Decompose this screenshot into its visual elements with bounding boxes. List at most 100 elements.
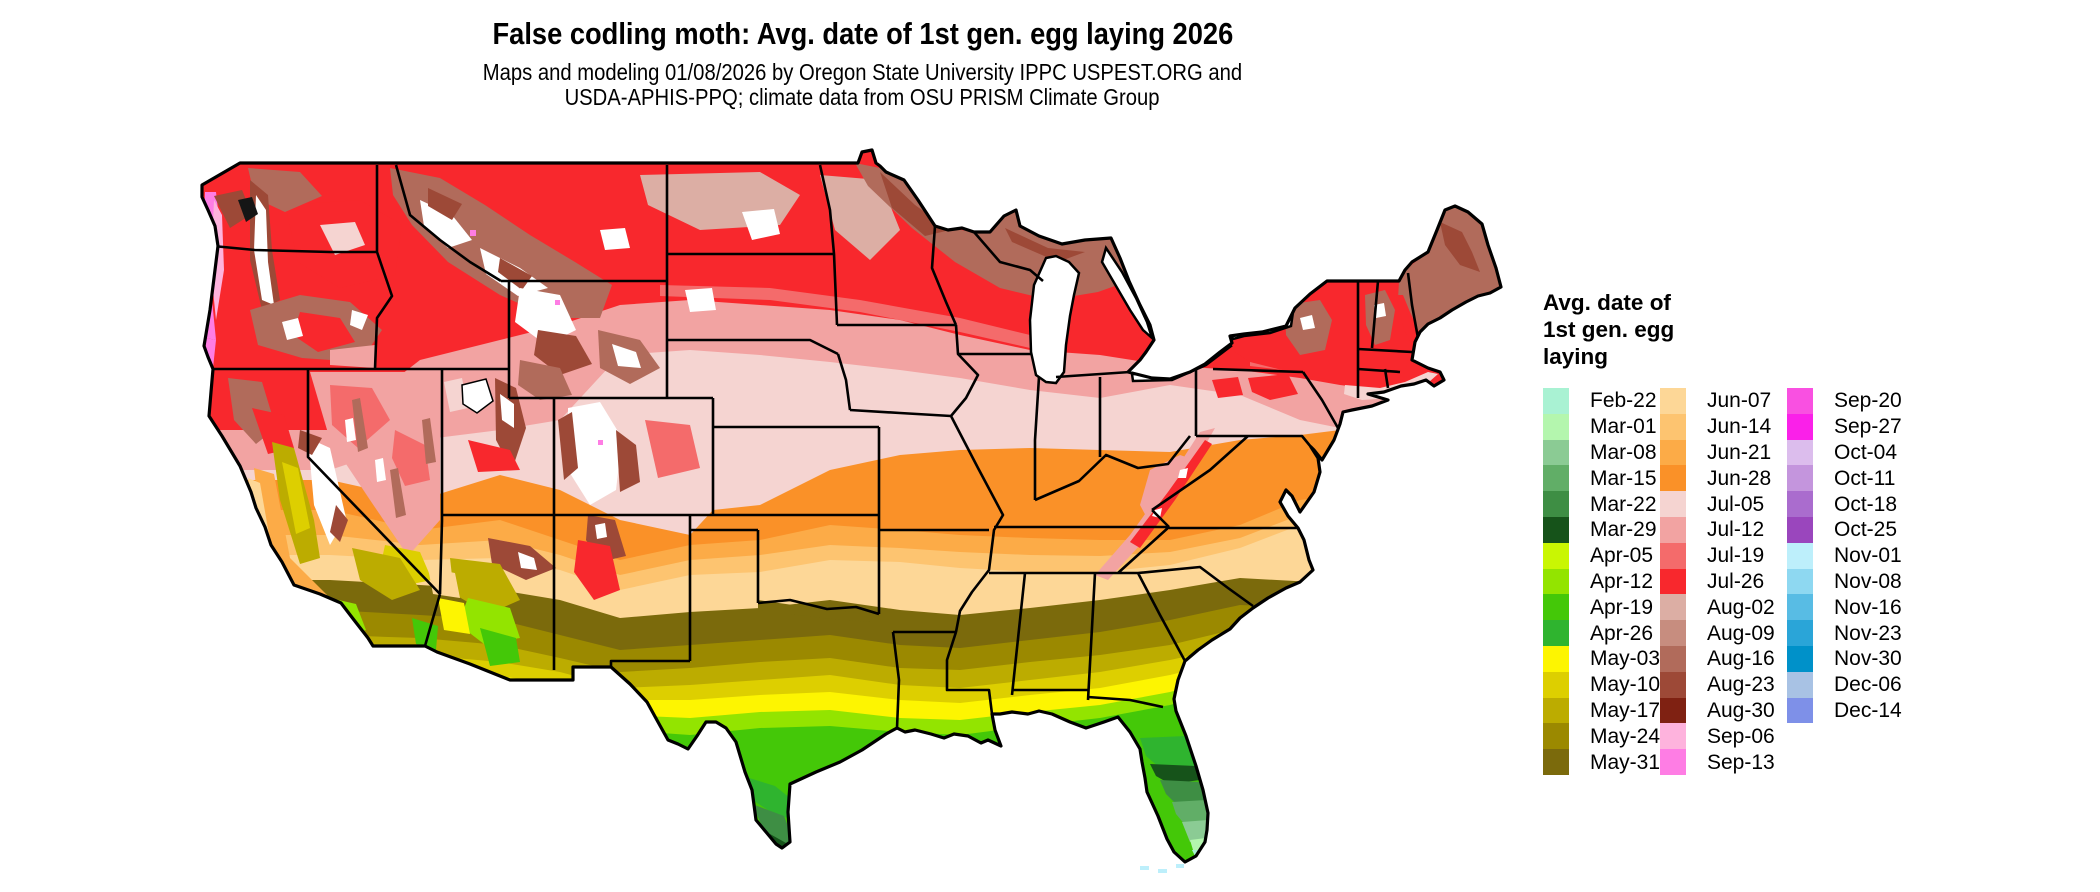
legend-row: Aug-23 bbox=[1660, 671, 1775, 698]
legend-swatch bbox=[1660, 491, 1686, 517]
legend-row: Mar-08 bbox=[1543, 439, 1660, 466]
legend-swatch bbox=[1660, 645, 1686, 672]
legend-swatch bbox=[1660, 413, 1686, 440]
legend-label: Oct-18 bbox=[1834, 492, 1898, 516]
legend-label: Jun-07 bbox=[1707, 389, 1772, 413]
legend-row: Mar-01 bbox=[1543, 413, 1660, 440]
legend-label: Mar-15 bbox=[1590, 466, 1657, 490]
legend-swatch bbox=[1787, 620, 1813, 646]
legend-row: Apr-12 bbox=[1543, 568, 1660, 595]
legend-label: Apr-12 bbox=[1590, 569, 1654, 593]
us-outline bbox=[200, 148, 1503, 864]
legend-row: May-24 bbox=[1543, 723, 1661, 750]
legend-label: Oct-25 bbox=[1834, 518, 1898, 542]
legend-label: Jul-26 bbox=[1707, 569, 1765, 593]
legend-label: Mar-01 bbox=[1590, 415, 1657, 439]
legend-swatch bbox=[1787, 697, 1813, 724]
legend-swatch bbox=[1543, 620, 1569, 646]
legend-row: Mar-22 bbox=[1543, 491, 1660, 517]
legend-label: Aug-23 bbox=[1707, 673, 1775, 697]
legend-swatch bbox=[1787, 594, 1813, 621]
legend-swatch bbox=[1660, 465, 1686, 492]
legend-swatch bbox=[1543, 671, 1569, 698]
legend-row: Jul-05 bbox=[1660, 491, 1775, 517]
legend-label: Jul-05 bbox=[1707, 492, 1765, 516]
legend-label: Jul-12 bbox=[1707, 518, 1765, 542]
legend-swatch bbox=[1660, 516, 1686, 543]
legend-row: Jun-07 bbox=[1660, 388, 1775, 414]
legend-row: Mar-15 bbox=[1543, 465, 1660, 492]
legend-label: Jul-19 bbox=[1707, 544, 1765, 568]
legend-swatch bbox=[1543, 723, 1569, 750]
legend-swatch bbox=[1660, 723, 1686, 750]
legend-row: Jun-14 bbox=[1660, 413, 1775, 440]
legend-row: Dec-14 bbox=[1787, 697, 1902, 724]
legend-swatch bbox=[1660, 568, 1686, 595]
us-map-container bbox=[190, 135, 1535, 892]
legend-label: Jun-21 bbox=[1707, 440, 1772, 464]
legend-row: Oct-11 bbox=[1787, 465, 1902, 492]
legend-title: Avg. date of 1st gen. egg laying bbox=[1543, 290, 1675, 369]
legend-row: Apr-26 bbox=[1543, 620, 1660, 646]
page-title: False codling moth: Avg. date of 1st gen… bbox=[190, 16, 1535, 52]
legend-row: Jun-21 bbox=[1660, 439, 1775, 466]
legend-swatch bbox=[1543, 413, 1569, 440]
legend-label: Nov-08 bbox=[1834, 569, 1902, 593]
legend-label: Jun-14 bbox=[1707, 415, 1772, 439]
legend-column: Jun-07 Jun-14 Jun-21 Jun-28 Jul-05 Jul-12 Jul-… bbox=[1660, 388, 1775, 775]
legend-label: Mar-29 bbox=[1590, 518, 1657, 542]
legend-column: Feb-22 Mar-01 Mar-08 Mar-15 Mar-22 Mar-29 Apr-… bbox=[1543, 388, 1660, 775]
legend-label: Jun-28 bbox=[1707, 466, 1772, 490]
legend-row: Apr-19 bbox=[1543, 594, 1660, 621]
legend-label: Mar-22 bbox=[1590, 492, 1657, 516]
legend-label: Nov-01 bbox=[1834, 544, 1902, 568]
legend-row: Sep-06 bbox=[1660, 723, 1775, 750]
legend-row: May-17 bbox=[1543, 697, 1661, 724]
legend-row: Aug-02 bbox=[1660, 594, 1775, 621]
legend-swatch bbox=[1787, 645, 1813, 672]
legend-label: May-17 bbox=[1590, 698, 1661, 722]
subtitle: Maps and modeling 01/08/2026 by Oregon S… bbox=[190, 60, 1535, 110]
legend-swatch bbox=[1660, 388, 1686, 414]
legend-label: Nov-30 bbox=[1834, 647, 1902, 671]
legend-swatch bbox=[1543, 697, 1569, 724]
legend-label: May-03 bbox=[1590, 647, 1661, 671]
legend-label: Oct-04 bbox=[1834, 440, 1898, 464]
legend-row: Dec-06 bbox=[1787, 671, 1902, 698]
legend-row: Sep-20 bbox=[1787, 388, 1902, 414]
legend-label: Aug-30 bbox=[1707, 698, 1775, 722]
legend-swatch bbox=[1660, 697, 1686, 724]
legend-label: Aug-16 bbox=[1707, 647, 1775, 671]
legend-row: Apr-05 bbox=[1543, 542, 1660, 569]
legend-row: Aug-09 bbox=[1660, 620, 1775, 646]
legend-swatch bbox=[1543, 439, 1569, 466]
map-fill-layers bbox=[202, 150, 1501, 862]
legend-row: Jun-28 bbox=[1660, 465, 1775, 492]
legend-row: Sep-13 bbox=[1660, 749, 1775, 775]
legend-swatch bbox=[1787, 568, 1813, 595]
legend-row: Oct-25 bbox=[1787, 516, 1902, 543]
legend-row: Sep-27 bbox=[1787, 413, 1902, 440]
legend-label: Sep-06 bbox=[1707, 724, 1775, 748]
legend-swatch bbox=[1543, 491, 1569, 517]
legend-row: Aug-16 bbox=[1660, 645, 1775, 672]
legend-swatch bbox=[1660, 671, 1686, 698]
legend-row: May-03 bbox=[1543, 645, 1661, 672]
legend-label: Apr-05 bbox=[1590, 544, 1654, 568]
legend-swatch bbox=[1543, 645, 1569, 672]
legend-swatch bbox=[1787, 388, 1813, 414]
legend-label: May-24 bbox=[1590, 724, 1661, 748]
legend-swatch bbox=[1787, 516, 1813, 543]
legend-label: Nov-16 bbox=[1834, 595, 1902, 619]
legend-row: Jul-12 bbox=[1660, 516, 1775, 543]
legend-row: Jul-26 bbox=[1660, 568, 1775, 595]
legend-label: Oct-11 bbox=[1834, 466, 1896, 490]
subtitle-line-1: Maps and modeling 01/08/2026 by Oregon S… bbox=[482, 59, 1243, 85]
legend-swatch bbox=[1543, 749, 1569, 775]
legend-swatch bbox=[1660, 594, 1686, 621]
legend-label: Apr-19 bbox=[1590, 595, 1654, 619]
legend-row: May-10 bbox=[1543, 671, 1660, 698]
legend-row: Aug-30 bbox=[1660, 697, 1775, 724]
legend-label: Dec-06 bbox=[1834, 673, 1902, 697]
legend-swatch bbox=[1543, 465, 1569, 492]
